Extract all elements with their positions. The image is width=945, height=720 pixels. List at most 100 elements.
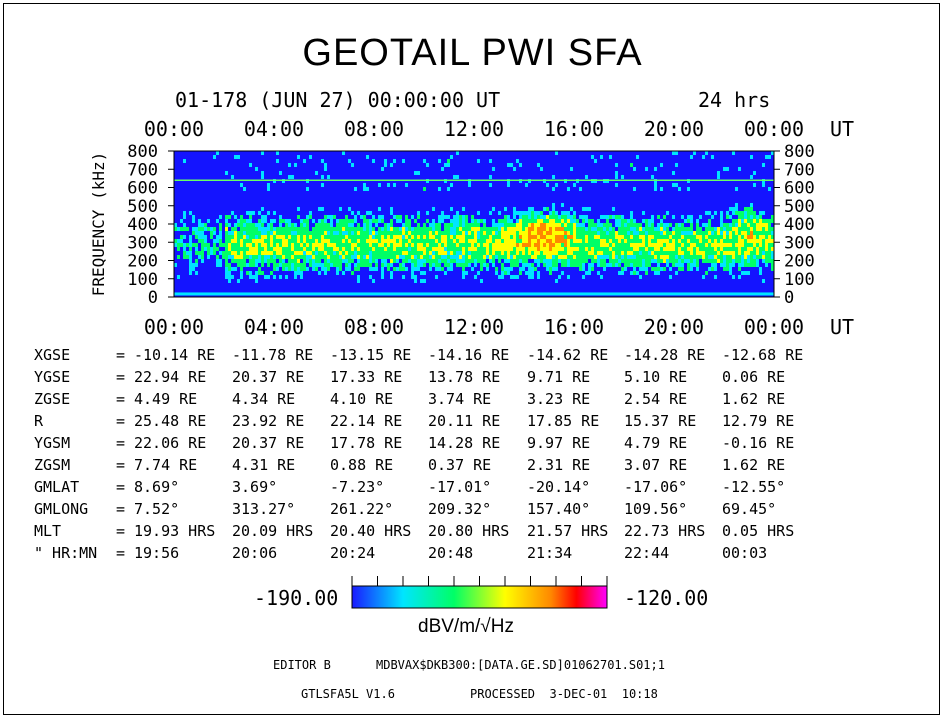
heatmap-cell	[357, 211, 360, 215]
heatmap-cell	[279, 251, 282, 255]
heatmap-cell	[405, 227, 408, 231]
heatmap-cell	[537, 247, 540, 251]
heatmap-cell	[285, 219, 288, 223]
heatmap-cell	[684, 251, 687, 255]
heatmap-cell	[771, 267, 774, 271]
heatmap-cell	[558, 235, 561, 239]
heatmap-cell	[447, 231, 450, 235]
heatmap-cell	[750, 255, 753, 259]
heatmap-cell	[216, 247, 219, 251]
heatmap-cell	[402, 243, 405, 247]
heatmap-cell	[288, 267, 291, 271]
heatmap-cell	[240, 215, 243, 219]
heatmap-cell	[765, 231, 768, 235]
heatmap-cell	[594, 227, 597, 231]
heatmap-cell	[699, 215, 702, 219]
heatmap-cell	[690, 255, 693, 259]
heatmap-cell	[417, 235, 420, 239]
heatmap-cell	[447, 159, 450, 163]
heatmap-cell	[348, 159, 351, 163]
param-value: 4.31 RE	[232, 456, 296, 474]
heatmap-cell	[513, 251, 516, 255]
heatmap-cell	[366, 239, 369, 243]
heatmap-cell	[669, 231, 672, 235]
heatmap-cell	[243, 251, 246, 255]
heatmap-cell	[636, 239, 639, 243]
heatmap-cell	[567, 187, 570, 191]
heatmap-cell	[255, 259, 258, 263]
heatmap-cell	[669, 255, 672, 259]
heatmap-cell	[255, 235, 258, 239]
heatmap-cell	[432, 223, 435, 227]
heatmap-cell	[597, 247, 600, 251]
heatmap-cell	[330, 251, 333, 255]
heatmap-cell	[636, 263, 639, 267]
heatmap-cell	[255, 251, 258, 255]
heatmap-cell	[225, 231, 228, 235]
heatmap-cell	[495, 243, 498, 247]
heatmap-cell	[495, 247, 498, 251]
heatmap-cell	[444, 223, 447, 227]
heatmap-cell	[480, 263, 483, 267]
heatmap-cell	[591, 259, 594, 263]
heatmap-cell	[654, 259, 657, 263]
heatmap-cell	[366, 259, 369, 263]
heatmap-cell	[705, 231, 708, 235]
heatmap-cell	[594, 159, 597, 163]
heatmap-cell	[540, 219, 543, 223]
heatmap-cell	[483, 243, 486, 247]
heatmap-cell	[363, 243, 366, 247]
heatmap-cell	[492, 227, 495, 231]
heatmap-cell	[657, 251, 660, 255]
heatmap-cell	[366, 235, 369, 239]
heatmap-cell	[330, 231, 333, 235]
heatmap-cell	[621, 247, 624, 251]
heatmap-cell	[720, 219, 723, 223]
param-value: 0.06 RE	[722, 368, 786, 386]
heatmap-cell	[369, 275, 372, 279]
heatmap-cell	[558, 275, 561, 279]
heatmap-cell	[720, 263, 723, 267]
heatmap-cell	[567, 211, 570, 215]
heatmap-cell	[630, 239, 633, 243]
heatmap-cell	[765, 239, 768, 243]
heatmap-cell	[402, 259, 405, 263]
heatmap-cell	[417, 251, 420, 255]
heatmap-cell	[309, 211, 312, 215]
heatmap-cell	[495, 251, 498, 255]
heatmap-cell	[378, 235, 381, 239]
heatmap-cell	[648, 251, 651, 255]
heatmap-cell	[228, 267, 231, 271]
heatmap-cell	[363, 251, 366, 255]
heatmap-cell	[600, 223, 603, 227]
heatmap-cell	[726, 215, 729, 219]
param-value: 21:34	[527, 544, 573, 562]
heatmap-cell	[672, 231, 675, 235]
heatmap-cell	[666, 223, 669, 227]
heatmap-cell	[675, 263, 678, 267]
x-tick-label-top: 04:00	[244, 117, 304, 141]
heatmap-cell	[252, 275, 255, 279]
heatmap-cell	[756, 247, 759, 251]
heatmap-cell	[597, 263, 600, 267]
heatmap-cell	[648, 231, 651, 235]
heatmap-cell	[255, 271, 258, 275]
heatmap-cell	[237, 243, 240, 247]
heatmap-cell	[348, 227, 351, 231]
heatmap-cell	[564, 231, 567, 235]
heatmap-cell	[750, 239, 753, 243]
heatmap-cell	[639, 247, 642, 251]
heatmap-cell	[333, 239, 336, 243]
y-tick-label-right: 700	[784, 160, 815, 180]
heatmap-cell	[630, 223, 633, 227]
heatmap-cell	[576, 239, 579, 243]
heatmap-cell	[612, 255, 615, 259]
heatmap-cell	[249, 243, 252, 247]
heatmap-cell	[546, 267, 549, 271]
heatmap-cell	[612, 207, 615, 211]
heatmap-cell	[537, 227, 540, 231]
heatmap-cell	[528, 219, 531, 223]
heatmap-cell	[306, 251, 309, 255]
heatmap-cell	[564, 251, 567, 255]
heatmap-cell	[384, 263, 387, 267]
